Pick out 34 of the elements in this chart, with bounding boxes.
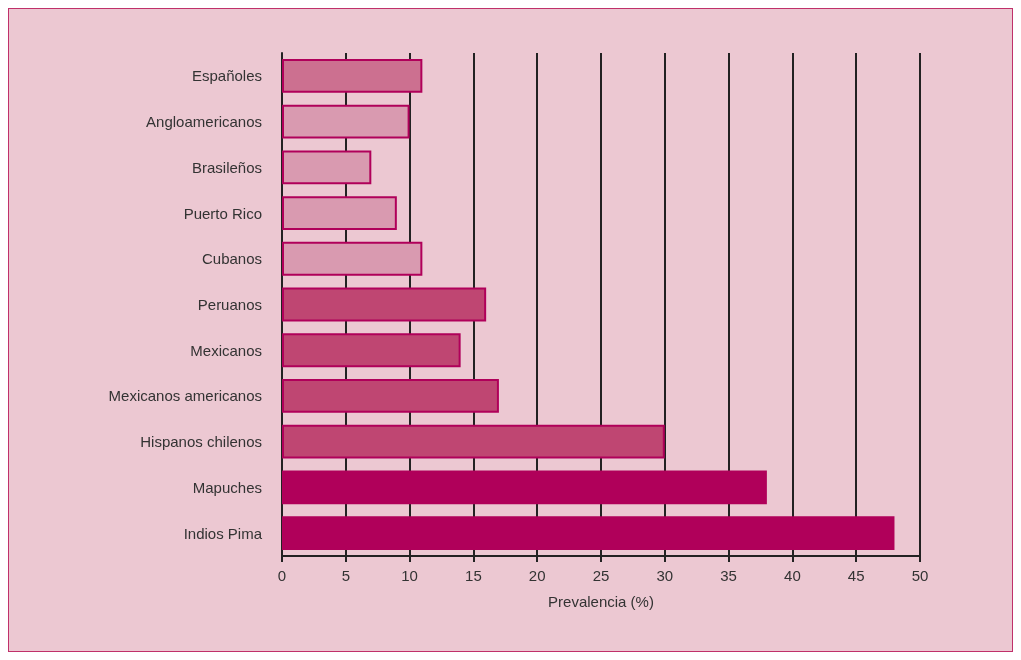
y-tick-label: Peruanos <box>197 296 262 313</box>
x-tick-label: 0 <box>277 567 287 584</box>
x-tick-label: 20 <box>528 567 546 584</box>
bar <box>282 333 461 368</box>
x-tick-label: 5 <box>341 567 350 584</box>
y-tick-label: Mexicanos americanos <box>108 387 262 405</box>
bar <box>282 287 487 322</box>
bar <box>282 379 499 413</box>
bar <box>282 150 372 185</box>
y-tick-label: Angloamericanos <box>146 113 262 131</box>
bar <box>282 196 397 230</box>
y-tick-label: Puerto Rico <box>183 204 262 222</box>
bar <box>282 104 410 139</box>
y-tick-label: Mexicanos <box>190 341 262 359</box>
y-tick-label: Españoles <box>191 67 262 85</box>
x-tick-label: 30 <box>656 567 674 584</box>
x-tick-label: 25 <box>592 567 610 584</box>
x-tick-label: 35 <box>720 567 737 584</box>
bar <box>282 470 767 505</box>
x-tick-label: 50 <box>911 567 929 584</box>
bar <box>282 58 423 93</box>
x-tick-label: 40 <box>784 567 801 584</box>
y-tick-label: Brasileños <box>191 158 262 176</box>
y-tick-label: Indios Pima <box>183 524 263 542</box>
x-axis-title: Prevalencia (%) <box>548 593 654 610</box>
bar <box>282 516 895 551</box>
x-tick-label: 10 <box>401 567 418 584</box>
bar <box>282 424 665 459</box>
bar <box>282 241 423 276</box>
x-tick-label: 15 <box>465 567 482 584</box>
y-tick-label: Hispanos chilenos <box>140 433 262 451</box>
x-tick-label: 45 <box>847 567 865 584</box>
y-tick-label: Mapuches <box>192 478 262 496</box>
y-tick-label: Cubanos <box>201 250 262 268</box>
